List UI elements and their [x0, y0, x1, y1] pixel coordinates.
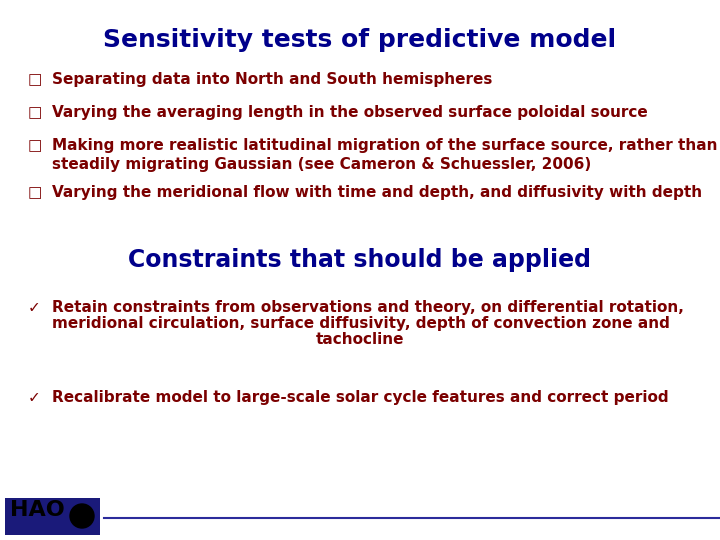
Circle shape — [70, 504, 94, 528]
Text: Varying the averaging length in the observed surface poloidal source: Varying the averaging length in the obse… — [52, 105, 648, 120]
Text: meridional circulation, surface diffusivity, depth of convection zone and: meridional circulation, surface diffusiv… — [52, 316, 670, 331]
Text: □: □ — [28, 72, 42, 87]
Text: Sensitivity tests of predictive model: Sensitivity tests of predictive model — [104, 28, 616, 52]
Text: □: □ — [28, 105, 42, 120]
Text: □: □ — [28, 138, 42, 153]
Text: ✓: ✓ — [28, 390, 41, 405]
Text: Recalibrate model to large-scale solar cycle features and correct period: Recalibrate model to large-scale solar c… — [52, 390, 669, 405]
Text: tachocline: tachocline — [316, 332, 404, 347]
Text: Constraints that should be applied: Constraints that should be applied — [128, 248, 592, 272]
Text: HAO: HAO — [10, 500, 65, 520]
Text: Making more realistic latitudinal migration of the surface source, rather than
s: Making more realistic latitudinal migrat… — [52, 138, 718, 172]
Text: ✓: ✓ — [28, 300, 41, 315]
Text: □: □ — [28, 185, 42, 200]
Text: Retain constraints from observations and theory, on differential rotation,: Retain constraints from observations and… — [52, 300, 684, 315]
Text: Varying the meridional flow with time and depth, and diffusivity with depth: Varying the meridional flow with time an… — [52, 185, 702, 200]
Text: Separating data into North and South hemispheres: Separating data into North and South hem… — [52, 72, 492, 87]
Bar — [5, 498, 100, 535]
